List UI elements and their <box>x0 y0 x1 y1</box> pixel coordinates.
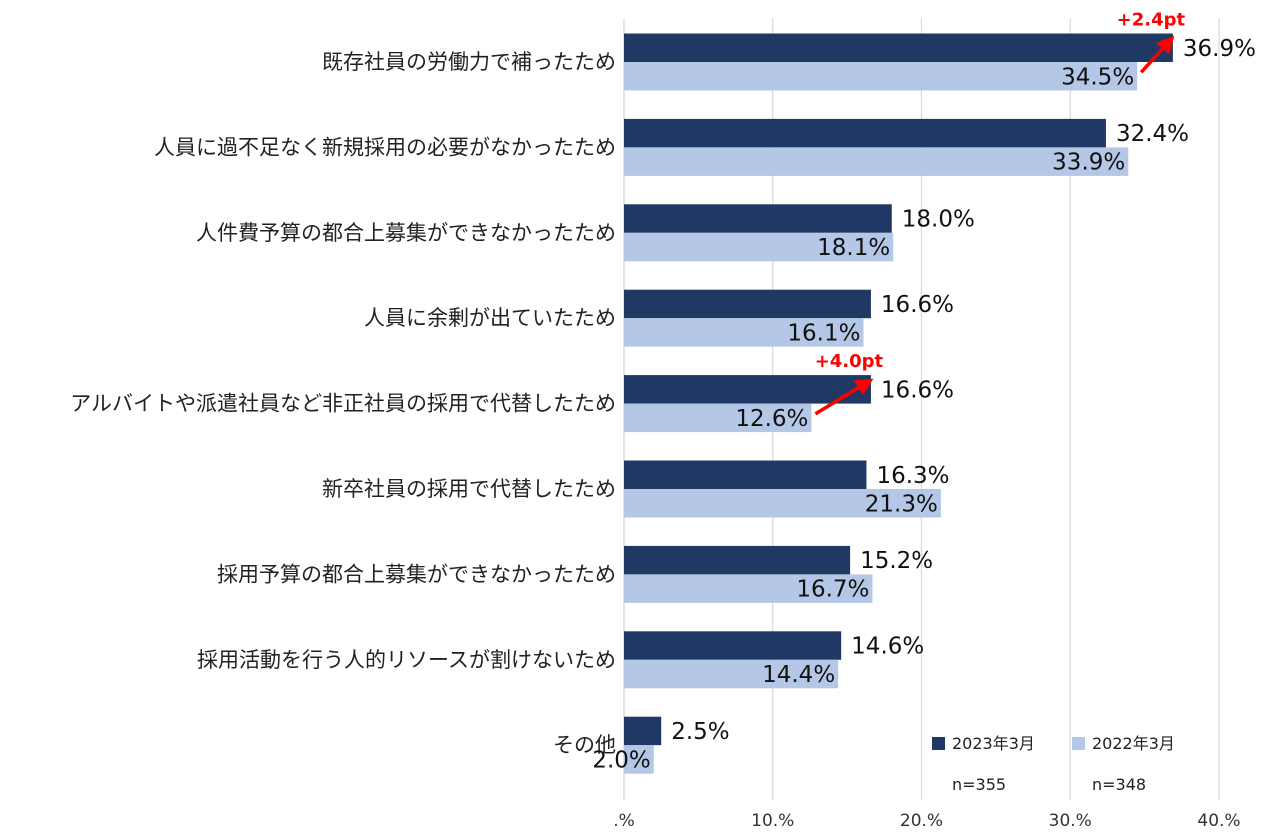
category-label: 採用予算の都合上募集ができなかったため <box>217 562 616 586</box>
bar-2022 <box>624 489 941 518</box>
bar-2023 <box>624 118 1106 148</box>
bar-2022 <box>624 745 654 774</box>
bar-2023 <box>624 204 892 233</box>
change-annotation: +2.4pt <box>1117 10 1186 31</box>
change-arrow <box>814 378 874 416</box>
data-label-2023: 16.3% <box>876 463 949 489</box>
data-label-2022: 16.7% <box>796 577 869 603</box>
legend-swatch-2023 <box>932 737 945 750</box>
category-label: 既存社員の労働力で補ったため <box>322 50 616 74</box>
bar-2022 <box>624 232 894 262</box>
category-label: 人件費予算の都合上募集ができなかったため <box>196 221 616 245</box>
category-label: その他 <box>553 733 616 757</box>
bars <box>624 33 1173 774</box>
bar-2023 <box>624 716 662 746</box>
data-label-2023: 32.4% <box>1116 121 1189 147</box>
change-annotation: +4.0pt <box>815 351 884 372</box>
data-label-2023: 18.0% <box>902 207 975 233</box>
data-label-2023: 36.9% <box>1183 36 1256 62</box>
bar-2022 <box>624 318 864 347</box>
x-tick-label: 30.% <box>1049 811 1092 831</box>
bar-2022 <box>624 62 1138 91</box>
legend-swatch-2022 <box>1072 737 1085 750</box>
data-label-2022: 21.3% <box>865 491 938 517</box>
data-label-2023: 14.6% <box>851 634 924 660</box>
bar-2022 <box>624 403 812 433</box>
legend-label: 2023年3月 <box>952 734 1035 753</box>
labels: .% 10.% 20.% 30.% 40.% 既存社員の労働力で補ったため 36.9% 34.… <box>70 36 1256 831</box>
x-tick-label: 40.% <box>1197 811 1240 831</box>
bar-2022 <box>624 659 839 689</box>
bar-2023 <box>624 33 1173 62</box>
category-label: 人員に過不足なく新規採用の必要がなかったため <box>154 135 616 159</box>
data-label-2023: 2.5% <box>671 719 729 745</box>
data-label-2022: 33.9% <box>1052 150 1125 176</box>
x-tick-label: 10.% <box>751 811 794 831</box>
legend: 2023年3月 n=355 2022年3月 n=348 <box>932 734 1175 794</box>
data-label-2023: 16.6% <box>881 292 954 318</box>
bar-2022 <box>624 147 1129 176</box>
x-tick-label: .% <box>613 811 635 831</box>
data-label-2022: 12.6% <box>735 406 808 432</box>
data-label-2022: 18.1% <box>817 235 890 261</box>
legend-label: 2022年3月 <box>1092 734 1175 753</box>
bar-2023 <box>624 631 842 660</box>
bar-2023 <box>624 545 851 575</box>
bar-2023 <box>624 460 867 489</box>
x-tick-label: 20.% <box>900 811 943 831</box>
data-label-2022: 14.4% <box>762 662 835 688</box>
change-arrow <box>1139 35 1175 74</box>
data-label-2022: 34.5% <box>1061 64 1134 90</box>
category-label: 人員に余剰が出ていたため <box>364 306 616 330</box>
bar-2023 <box>624 375 871 404</box>
annotations: +2.4pt +4.0pt <box>814 10 1186 416</box>
data-label-2022: 2.0% <box>592 747 650 773</box>
sample-size-label: n=355 <box>952 775 1006 794</box>
category-label: 新卒社員の採用で代替したため <box>322 477 616 501</box>
sample-size-label: n=348 <box>1092 775 1146 794</box>
data-label-2022: 16.1% <box>787 320 860 346</box>
data-label-2023: 15.2% <box>860 548 933 574</box>
data-label-2023: 16.6% <box>881 377 954 403</box>
category-label: 採用活動を行う人的リソースが割けないため <box>197 648 616 672</box>
bar-2023 <box>624 289 871 319</box>
bar-2022 <box>624 574 873 603</box>
category-label: アルバイトや派遣社員など非正社員の採用で代替したため <box>70 392 616 416</box>
